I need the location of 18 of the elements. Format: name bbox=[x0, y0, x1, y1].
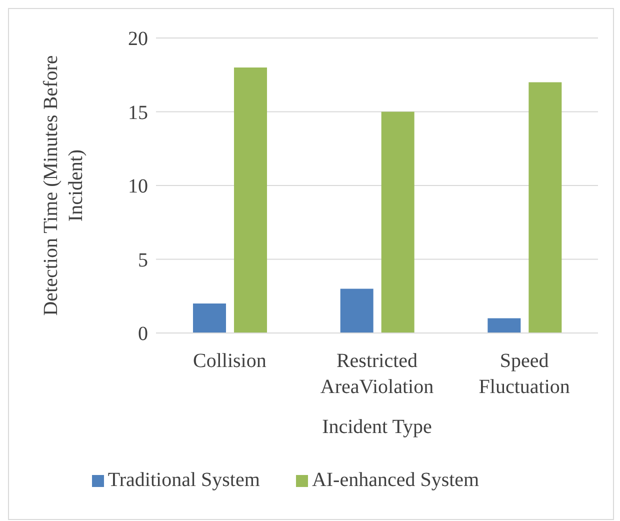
x-tick-label: Collision bbox=[192, 350, 266, 372]
y-tick-label: 5 bbox=[138, 249, 148, 272]
legend-label: Traditional System bbox=[108, 469, 260, 491]
y-tick-label: 10 bbox=[128, 176, 148, 198]
x-tick-label: Restricted AreaViolation bbox=[320, 350, 434, 398]
y-tick-label: 20 bbox=[128, 28, 148, 50]
bar bbox=[340, 288, 374, 333]
y-axis-title: Detection Time (Minutes Before Incident) bbox=[40, 55, 87, 316]
y-tick-label: 15 bbox=[128, 102, 148, 124]
bar bbox=[234, 68, 267, 333]
bar bbox=[488, 318, 521, 333]
bar bbox=[193, 304, 226, 333]
legend-label: AI-enhanced System bbox=[312, 469, 480, 491]
x-axis-title: Incident Type bbox=[322, 416, 432, 438]
y-tick-label: 0 bbox=[138, 323, 148, 346]
x-tick-label: Speed Fluctuation bbox=[478, 350, 570, 398]
bar bbox=[381, 112, 414, 333]
bar bbox=[528, 82, 562, 333]
